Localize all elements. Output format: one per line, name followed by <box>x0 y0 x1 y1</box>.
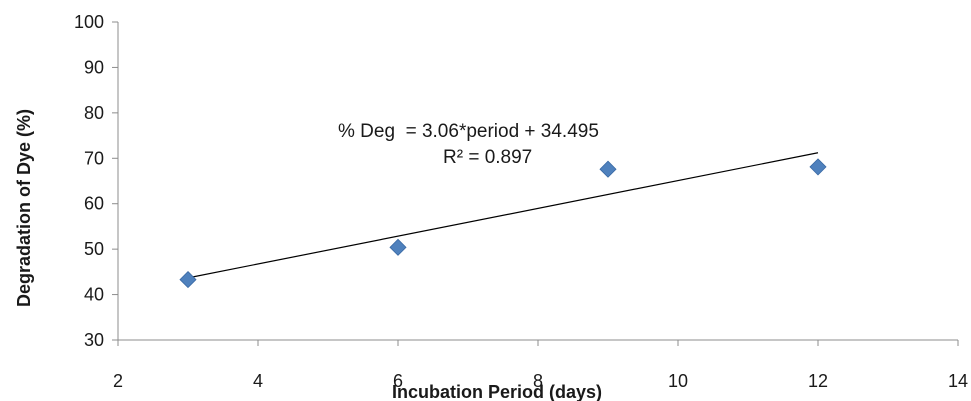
y-ticks: 30 40 50 60 70 80 90 100 <box>74 12 118 350</box>
x-tick-label: 8 <box>533 371 543 391</box>
x-ticks: 2 4 6 8 10 12 14 <box>113 340 968 391</box>
data-point <box>599 160 617 178</box>
r-squared-label: R² = 0.897 <box>443 147 532 168</box>
y-tick-label: 80 <box>84 103 104 123</box>
data-point <box>179 271 197 289</box>
x-axis-title: Incubation Period (days) <box>392 382 602 401</box>
x-tick-label: 6 <box>393 371 403 391</box>
x-tick-label: 4 <box>253 371 263 391</box>
y-tick-label: 90 <box>84 57 104 77</box>
x-tick-label: 2 <box>113 371 123 391</box>
y-tick-label: 30 <box>84 330 104 350</box>
y-tick-label: 50 <box>84 239 104 259</box>
trendline <box>187 152 819 279</box>
x-tick-label: 10 <box>668 371 688 391</box>
y-tick-label: 40 <box>84 285 104 305</box>
x-tick-label: 12 <box>808 371 828 391</box>
axes <box>117 22 958 341</box>
x-tick-label: 14 <box>948 371 968 391</box>
trendline-equation: % Deg = 3.06*period + 34.495 <box>338 121 599 142</box>
y-tick-label: 100 <box>74 12 104 32</box>
y-tick-label: 70 <box>84 148 104 168</box>
y-tick-label: 60 <box>84 194 104 214</box>
data-point <box>809 158 827 176</box>
data-points <box>179 158 827 289</box>
data-point <box>389 238 407 256</box>
y-axis-title: Degradation of Dye (%) <box>14 109 34 307</box>
